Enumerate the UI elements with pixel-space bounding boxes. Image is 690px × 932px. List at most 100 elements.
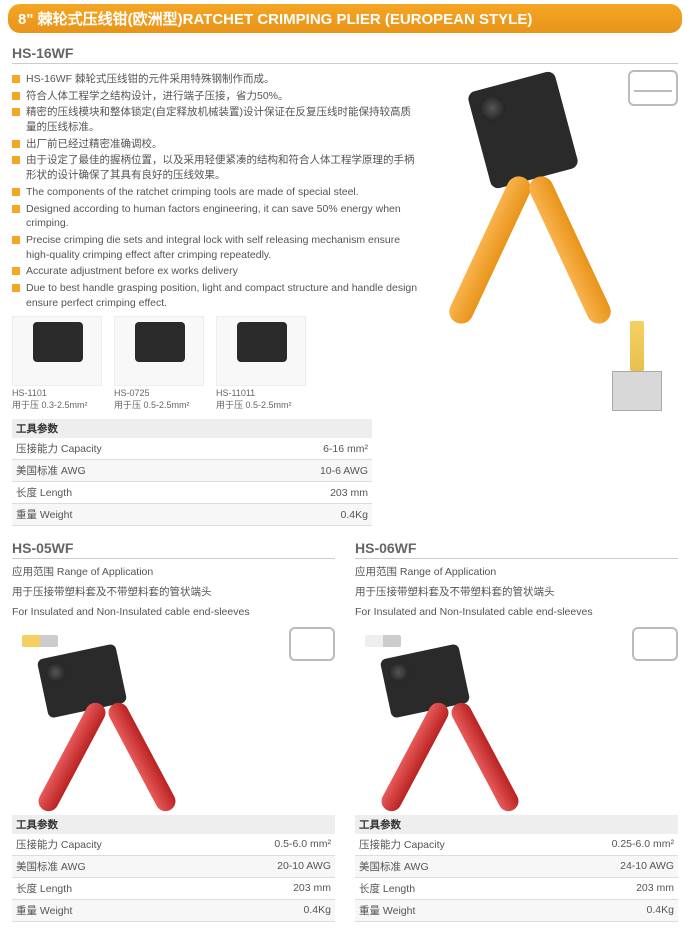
thumb-model: HS-11011 [216, 388, 306, 398]
bullet-item: The components of the ratchet crimping t… [12, 185, 418, 200]
die-profile-icon [632, 627, 678, 661]
param-row: 美国标准 AWG20-10 AWG [12, 855, 335, 877]
ferrule-icon [22, 635, 58, 647]
bullet-item: Designed according to human factors engi… [12, 202, 418, 231]
bullet-square-icon [12, 267, 20, 275]
thumb-image [12, 316, 102, 386]
param-key: 重量 Weight [12, 899, 203, 921]
section-hs16wf: HS-16WF HS-16WF 棘轮式压线钳的元件采用特殊钢制作而成。符合人体工… [0, 41, 690, 536]
param-key: 美国标准 AWG [12, 460, 237, 482]
bullet-square-icon [12, 284, 20, 292]
bullet-square-icon [12, 92, 20, 100]
bullet-item: 符合人体工程学之结构设计，进行端子压接，省力50%。 [12, 89, 418, 104]
param-value: 6-16 mm² [237, 438, 372, 460]
bullets-en: The components of the ratchet crimping t… [12, 185, 418, 311]
params-title: 工具参数 [12, 419, 372, 438]
thumb-item: HS-0725用于压 0.5-2.5mm² [114, 316, 204, 411]
bullet-text: 出厂前已经过精密准确调校。 [26, 137, 163, 152]
product-image-hs06wf [355, 627, 678, 807]
thumb-item: HS-1101用于压 0.3-2.5mm² [12, 316, 102, 411]
range-title: 应用范围 Range of Application [12, 565, 335, 581]
die-profile-icon [289, 627, 335, 661]
thumb-range: 用于压 0.3-2.5mm² [12, 398, 102, 411]
params-table-hs05wf: 压接能力 Capacity0.5-6.0 mm²美国标准 AWG20-10 AW… [12, 834, 335, 922]
param-value: 20-10 AWG [203, 855, 335, 877]
param-row: 美国标准 AWG24-10 AWG [355, 855, 678, 877]
crimping-illustration [608, 321, 668, 411]
param-row: 压接能力 Capacity6-16 mm² [12, 438, 372, 460]
bullet-item: Due to best handle grasping position, li… [12, 281, 418, 310]
bullet-text: 符合人体工程学之结构设计，进行端子压接，省力50%。 [26, 89, 289, 104]
bullet-square-icon [12, 156, 20, 164]
param-key: 压接能力 Capacity [355, 834, 539, 856]
ferrule-icon [365, 635, 401, 647]
model-title: HS-16WF [12, 45, 678, 64]
bullet-item: Accurate adjustment before ex works deli… [12, 264, 418, 279]
product-image-hs05wf [12, 627, 335, 807]
thumb-image [114, 316, 204, 386]
bullet-item: Precise crimping die sets and integral l… [12, 233, 418, 262]
param-value: 203 mm [539, 877, 678, 899]
param-value: 24-10 AWG [539, 855, 678, 877]
bullet-square-icon [12, 140, 20, 148]
bullet-square-icon [12, 188, 20, 196]
param-value: 0.4Kg [237, 504, 372, 526]
thumbs-row: HS-1101用于压 0.3-2.5mm²HS-0725用于压 0.5-2.5m… [12, 316, 418, 411]
bullet-square-icon [12, 205, 20, 213]
param-row: 重量 Weight0.4Kg [12, 899, 335, 921]
param-key: 长度 Length [355, 877, 539, 899]
param-row: 长度 Length203 mm [12, 877, 335, 899]
param-row: 美国标准 AWG10-6 AWG [12, 460, 372, 482]
bullet-square-icon [12, 236, 20, 244]
bullet-text: The components of the ratchet crimping t… [26, 185, 359, 200]
thumb-model: HS-0725 [114, 388, 204, 398]
param-row: 长度 Length203 mm [355, 877, 678, 899]
params-title: 工具参数 [12, 815, 335, 834]
model-title: HS-05WF [12, 540, 335, 559]
param-key: 压接能力 Capacity [12, 834, 203, 856]
bullet-item: 由于设定了最佳的握柄位置，以及采用轻便紧凑的结构和符合人体工程学原理的手柄形状的… [12, 153, 418, 182]
param-key: 长度 Length [12, 482, 237, 504]
page-title-band: 8" 棘轮式压线钳(欧洲型)RATCHET CRIMPING PLIER (EU… [8, 4, 682, 33]
thumb-item: HS-11011用于压 0.5-2.5mm² [216, 316, 306, 411]
bullet-text: Accurate adjustment before ex works deli… [26, 264, 238, 279]
params-table-hs16wf: 压接能力 Capacity6-16 mm²美国标准 AWG10-6 AWG长度 … [12, 438, 372, 526]
bullet-text: HS-16WF 棘轮式压线钳的元件采用特殊钢制作而成。 [26, 72, 275, 87]
param-row: 压接能力 Capacity0.25-6.0 mm² [355, 834, 678, 856]
param-key: 重量 Weight [12, 504, 237, 526]
bullet-text: Precise crimping die sets and integral l… [26, 233, 418, 262]
section-hs05wf: HS-05WF 应用范围 Range of Application 用于压接带塑… [12, 540, 335, 921]
bullet-item: 出厂前已经过精密准确调校。 [12, 137, 418, 152]
param-row: 重量 Weight0.4Kg [355, 899, 678, 921]
section-hs06wf: HS-06WF 应用范围 Range of Application 用于压接带塑… [355, 540, 678, 921]
range-en: For Insulated and Non-Insulated cable en… [12, 605, 335, 621]
bullet-square-icon [12, 108, 20, 116]
thumb-model: HS-1101 [12, 388, 102, 398]
product-image-hs16wf [418, 70, 678, 350]
thumb-range: 用于压 0.5-2.5mm² [216, 398, 306, 411]
param-key: 美国标准 AWG [355, 855, 539, 877]
bullet-square-icon [12, 75, 20, 83]
bullet-text: Designed according to human factors engi… [26, 202, 418, 231]
param-value: 0.5-6.0 mm² [203, 834, 335, 856]
param-value: 203 mm [203, 877, 335, 899]
param-key: 长度 Length [12, 877, 203, 899]
bullet-item: HS-16WF 棘轮式压线钳的元件采用特殊钢制作而成。 [12, 72, 418, 87]
range-en: For Insulated and Non-Insulated cable en… [355, 605, 678, 621]
bullet-text: 精密的压线模块和整体锁定(自定释放机械装置)设计保证在反复压线时能保持较高质量的… [26, 105, 418, 134]
range-title: 应用范围 Range of Application [355, 565, 678, 581]
param-row: 重量 Weight0.4Kg [12, 504, 372, 526]
param-key: 重量 Weight [355, 899, 539, 921]
bullet-item: 精密的压线模块和整体锁定(自定释放机械装置)设计保证在反复压线时能保持较高质量的… [12, 105, 418, 134]
param-row: 压接能力 Capacity0.5-6.0 mm² [12, 834, 335, 856]
param-value: 0.4Kg [539, 899, 678, 921]
params-title: 工具参数 [355, 815, 678, 834]
param-value: 203 mm [237, 482, 372, 504]
bullet-text: Due to best handle grasping position, li… [26, 281, 418, 310]
range-cn: 用于压接带塑料套及不带塑料套的管状端头 [355, 585, 678, 601]
thumb-range: 用于压 0.5-2.5mm² [114, 398, 204, 411]
thumb-image [216, 316, 306, 386]
param-row: 长度 Length203 mm [12, 482, 372, 504]
range-cn: 用于压接带塑料套及不带塑料套的管状端头 [12, 585, 335, 601]
param-value: 0.25-6.0 mm² [539, 834, 678, 856]
